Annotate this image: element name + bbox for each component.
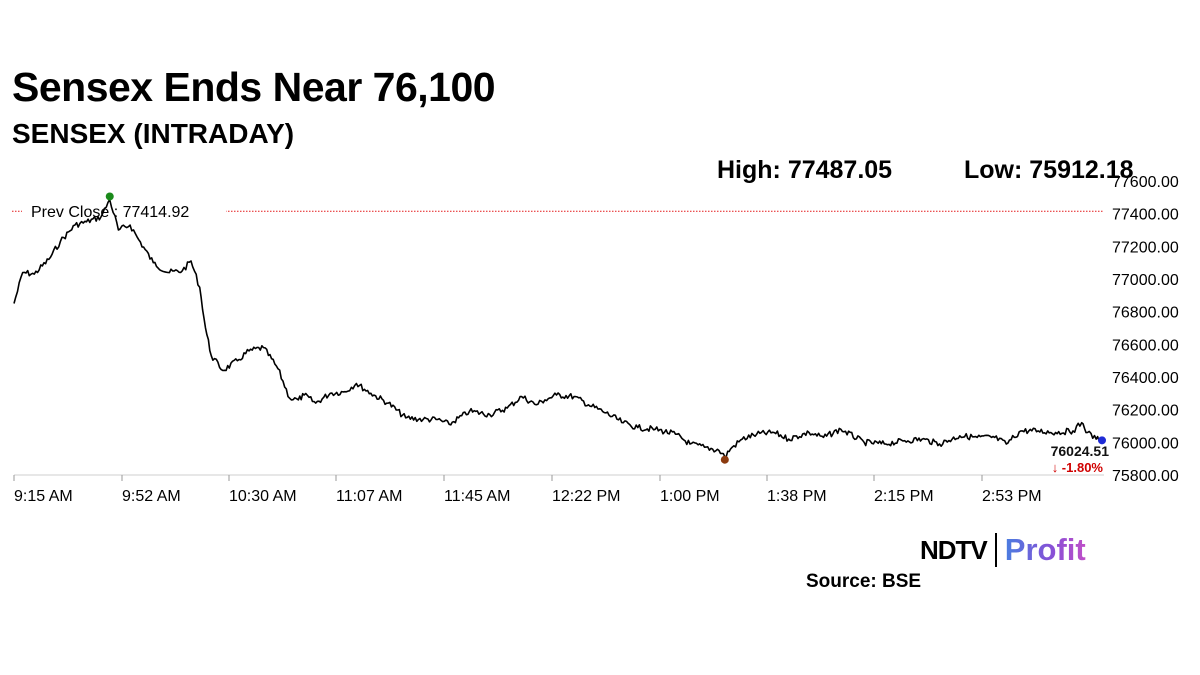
prev-close-label: Prev Close : 77414.92 — [31, 204, 189, 221]
x-tick-label: 1:00 PM — [660, 488, 720, 505]
chart-subtitle: SENSEX (INTRADAY) — [12, 118, 295, 149]
y-tick-label: 76600.00 — [1112, 337, 1179, 354]
change-percent-label: ↓ -1.80% — [1052, 460, 1104, 475]
chart-title: Sensex Ends Near 76,100 — [12, 64, 496, 110]
x-tick-label: 9:15 AM — [14, 488, 73, 505]
y-tick-label: 75800.00 — [1112, 468, 1179, 485]
low-marker — [720, 455, 729, 464]
y-tick-label: 76400.00 — [1112, 370, 1179, 387]
x-tick-label: 2:53 PM — [982, 488, 1042, 505]
high-marker — [105, 192, 114, 201]
y-tick-label: 76200.00 — [1112, 403, 1179, 420]
sensex-price-line — [13, 198, 1103, 458]
brand-profit: Profit — [1004, 532, 1086, 567]
y-tick-label: 77000.00 — [1112, 272, 1179, 289]
brand-ndtv: NDTV — [920, 534, 988, 565]
brand-separator — [994, 533, 997, 567]
y-tick-label: 77400.00 — [1112, 207, 1179, 224]
y-tick-label: 77600.00 — [1112, 174, 1179, 191]
x-tick-label: 10:30 AM — [229, 488, 297, 505]
x-tick-label: 9:52 AM — [122, 488, 181, 505]
last-value-marker — [1098, 436, 1106, 445]
last-value-label: 76024.51 — [1051, 443, 1110, 459]
y-tick-label: 76800.00 — [1112, 305, 1179, 322]
x-tick-label: 1:38 PM — [767, 488, 827, 505]
low-stat: Low: 75912.18 — [964, 156, 1134, 184]
x-tick-label: 12:22 PM — [552, 488, 620, 505]
x-tick-label: 11:07 AM — [336, 488, 402, 505]
prev-close-label-bg — [22, 200, 226, 223]
ndtv-profit-logo: NDTV Profit — [920, 532, 1086, 568]
y-tick-label: 77200.00 — [1112, 239, 1179, 256]
x-tick-label: 2:15 PM — [874, 488, 934, 505]
y-tick-label: 76000.00 — [1112, 435, 1179, 452]
x-tick-label: 11:45 AM — [444, 488, 510, 505]
high-stat: High: 77487.05 — [717, 156, 893, 184]
source-note: Source: BSE — [806, 571, 922, 592]
